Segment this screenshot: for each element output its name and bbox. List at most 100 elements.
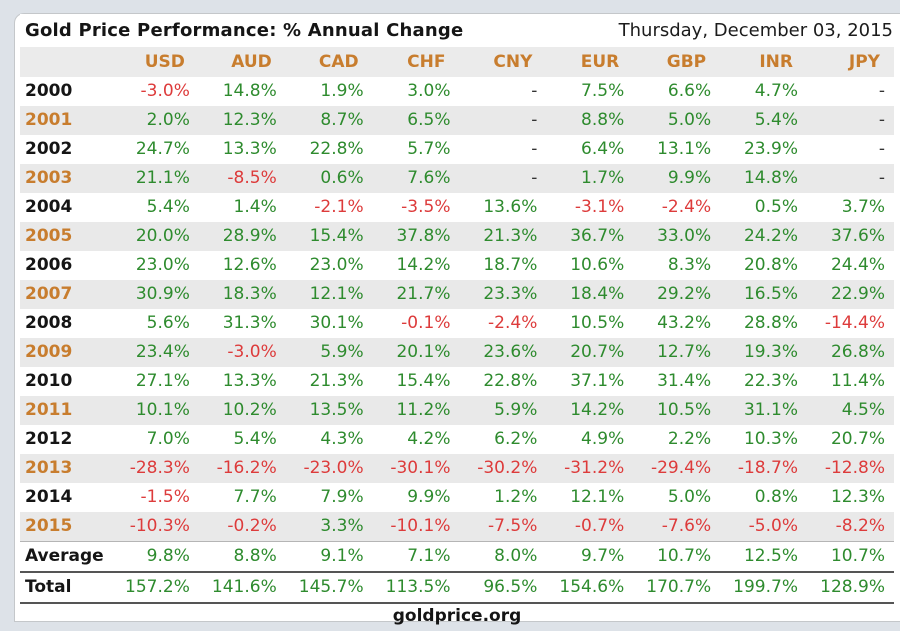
value-cell: 22.9% [830, 284, 885, 304]
value-cell: 14.8% [743, 168, 798, 188]
row-label: 2012 [25, 429, 73, 449]
value-cell: - [878, 139, 885, 159]
value-cell: -10.3% [129, 516, 190, 536]
value-cell: 4.2% [407, 429, 451, 449]
value-cell: 7.1% [372, 541, 460, 572]
value-cell: 18.3% [222, 284, 277, 304]
row-label: 2008 [25, 313, 73, 333]
value-cell: 20.8% [743, 255, 798, 275]
source-link[interactable]: goldprice.org [392, 606, 522, 626]
value-cell: 11.2% [396, 400, 451, 420]
value-cell: 11.4% [830, 371, 885, 391]
column-header-chf: CHF [372, 47, 460, 77]
value-cell: 14.8% [222, 81, 277, 101]
value-cell: - [878, 110, 885, 130]
value-cell: 2.2% [667, 429, 712, 449]
column-header-usd: USD [112, 47, 199, 77]
table-row-2012: 2012 7.0% 5.4% 4.3% 4.2% 6.2% 4.9% 2.2% 10.3% 20.… [20, 425, 894, 454]
value-cell: -7.5% [488, 516, 538, 536]
value-cell: 13.5% [309, 400, 364, 420]
value-cell: -2.1% [314, 197, 364, 217]
value-cell: 26.8% [830, 342, 885, 362]
value-cell: 113.5% [372, 571, 460, 604]
value-cell: 1.7% [581, 168, 625, 188]
value-cell: 5.7% [407, 139, 451, 159]
value-cell: 13.3% [222, 139, 277, 159]
row-label: 2000 [25, 81, 73, 101]
row-label: Total [20, 571, 112, 604]
value-cell: 18.4% [570, 284, 625, 304]
value-cell: -28.3% [129, 458, 190, 478]
value-cell: -0.7% [574, 516, 625, 536]
value-cell: 9.9% [667, 168, 712, 188]
value-cell: -3.0% [227, 342, 277, 362]
value-cell: -3.5% [401, 197, 451, 217]
column-header-jpy: JPY [807, 47, 894, 77]
value-cell: 145.7% [285, 571, 373, 604]
value-cell: 0.8% [754, 487, 798, 507]
table-row-2005: 2005 20.0% 28.9% 15.4% 37.8% 21.3% 36.7% 33.0% 2… [20, 222, 894, 251]
row-label: 2011 [25, 400, 73, 420]
value-cell: 8.7% [320, 110, 364, 130]
value-cell: -2.4% [661, 197, 712, 217]
value-cell: -14.4% [824, 313, 885, 333]
column-header-gbp: GBP [633, 47, 721, 77]
value-cell: 15.4% [309, 226, 364, 246]
value-cell: -30.1% [390, 458, 451, 478]
value-cell: 4.3% [320, 429, 364, 449]
value-cell: 12.3% [222, 110, 277, 130]
value-cell: - [531, 168, 538, 188]
value-cell: 33.0% [657, 226, 712, 246]
table-row-2008: 2008 5.6% 31.3% 30.1% -0.1% -2.4% 10.5% 43.2% 28… [20, 309, 894, 338]
value-cell: -23.0% [303, 458, 364, 478]
row-label: 2013 [25, 458, 73, 478]
value-cell: 31.3% [222, 313, 277, 333]
value-cell: 7.5% [581, 81, 625, 101]
value-cell: 31.4% [657, 371, 712, 391]
value-cell: 10.6% [570, 255, 625, 275]
value-cell: - [531, 81, 538, 101]
value-cell: -18.7% [737, 458, 798, 478]
value-cell: 7.9% [320, 487, 364, 507]
value-cell: 9.8% [112, 541, 199, 572]
value-cell: 15.4% [396, 371, 451, 391]
value-cell: 30.9% [135, 284, 190, 304]
value-cell: 21.3% [483, 226, 538, 246]
table-body: 2000 -3.0% 14.8% 1.9% 3.0% -7.5% 6.6% 4.7% -2001… [20, 77, 894, 604]
value-cell: 23.0% [135, 255, 190, 275]
value-cell: 8.8% [581, 110, 625, 130]
value-cell: 5.6% [146, 313, 190, 333]
table-row-2000: 2000 -3.0% 14.8% 1.9% 3.0% - 7.5% 6.6% 4.7% - [20, 77, 894, 106]
table-row-average: Average 9.8% 8.8% 9.1% 7.1% 8.0% 9.7% 10.7% 12.5… [20, 541, 894, 572]
value-cell: 4.5% [841, 400, 885, 420]
value-cell: 1.9% [320, 81, 364, 101]
value-cell: 6.2% [494, 429, 538, 449]
row-label: 2006 [25, 255, 73, 275]
table-row-2015: 2015 -10.3% -0.2% 3.3% -10.1% -7.5% -0.7% -7.6%… [20, 512, 894, 542]
value-cell: 9.1% [285, 541, 373, 572]
value-cell: 19.3% [743, 342, 798, 362]
row-label: 2014 [25, 487, 73, 507]
value-cell: 4.7% [754, 81, 798, 101]
value-cell: -10.1% [390, 516, 451, 536]
table-row-2014: 2014 -1.5% 7.7% 7.9% 9.9% 1.2% 12.1% 5.0% 0.8% 12… [20, 483, 894, 512]
page-title: Gold Price Performance: % Annual Change [25, 20, 464, 41]
value-cell: - [878, 168, 885, 188]
value-cell: 36.7% [570, 226, 625, 246]
value-cell: 30.1% [309, 313, 364, 333]
table-row-2009: 2009 23.4% -3.0% 5.9% 20.1% 23.6% 20.7% 12.7% 19… [20, 338, 894, 367]
value-cell: 5.0% [667, 110, 712, 130]
value-cell: 43.2% [657, 313, 712, 333]
value-cell: 12.3% [830, 487, 885, 507]
value-cell: 24.4% [830, 255, 885, 275]
value-cell: 23.9% [743, 139, 798, 159]
table-row-2004: 2004 5.4% 1.4% -2.1% -3.5% 13.6% -3.1% -2.4% 0.5… [20, 193, 894, 222]
value-cell: 14.2% [396, 255, 451, 275]
row-label: 2001 [25, 110, 73, 130]
value-cell: 23.6% [483, 342, 538, 362]
value-cell: -3.1% [574, 197, 625, 217]
value-cell: 24.2% [743, 226, 798, 246]
value-cell: 23.0% [309, 255, 364, 275]
value-cell: 10.2% [222, 400, 277, 420]
value-cell: 128.9% [807, 571, 894, 604]
